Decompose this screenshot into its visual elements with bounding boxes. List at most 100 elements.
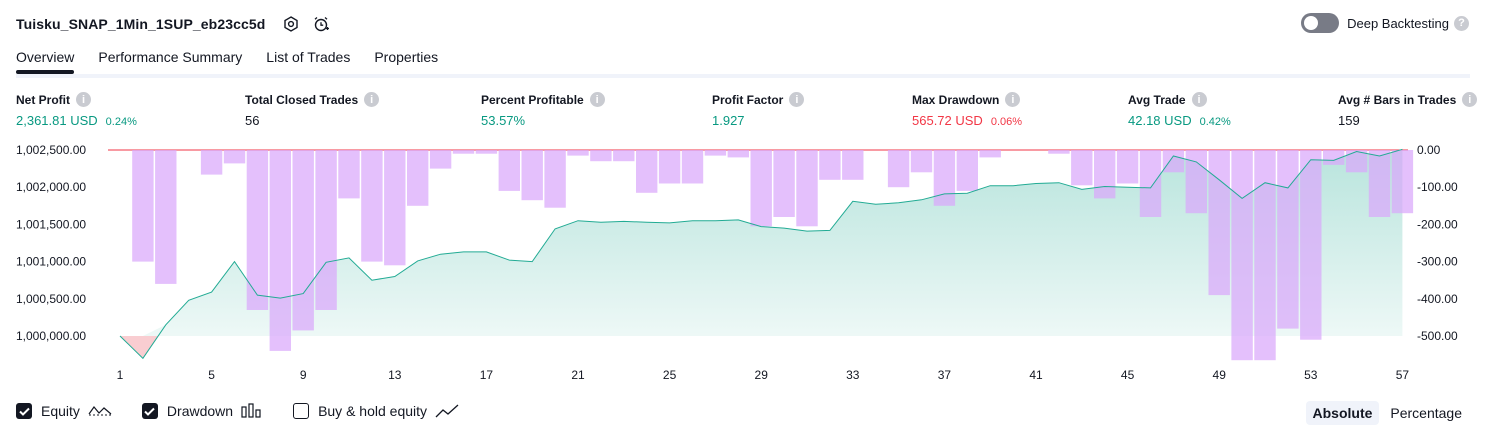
metric-percent: 0.42%	[1199, 116, 1231, 128]
tab-overview[interactable]: Overview	[16, 46, 75, 74]
drawdown-bar	[567, 150, 589, 156]
metric-avg-bars: Avg # Bars in Trades i 159	[1338, 92, 1478, 128]
info-icon[interactable]: i	[1005, 92, 1021, 107]
x-tick-label: 37	[938, 368, 952, 382]
settings-icon[interactable]	[281, 14, 301, 34]
legend-equity[interactable]: Equity	[16, 403, 112, 419]
metric-value: 2,361.81 USD	[16, 113, 98, 128]
y-right-tick-label: -500.00	[1417, 329, 1458, 343]
metric-label: Avg Trade	[1128, 92, 1186, 107]
deep-backtesting: Deep Backtesting ?	[1301, 13, 1469, 33]
tab-properties[interactable]: Properties	[374, 49, 439, 65]
metric-label: Total Closed Trades	[245, 92, 359, 107]
drawdown-bar	[521, 150, 543, 201]
info-icon[interactable]: i	[1191, 92, 1207, 107]
drawdown-bar	[910, 150, 933, 173]
metric-label: Net Profit	[16, 92, 70, 107]
equity-loss-area	[120, 336, 159, 359]
legend-drawdown-label: Drawdown	[166, 403, 234, 419]
drawdown-bar	[1071, 150, 1093, 186]
legend-drawdown[interactable]: Drawdown	[141, 403, 263, 419]
drawdown-bar	[429, 150, 452, 169]
info-icon[interactable]: i	[789, 92, 805, 107]
report-tabs: Overview Performance Summary List of Tra…	[16, 46, 1470, 78]
x-tick-label: 13	[388, 368, 402, 382]
drawdown-bar	[292, 150, 314, 331]
alarm-icon[interactable]	[311, 14, 331, 34]
percentage-button[interactable]: Percentage	[1390, 405, 1462, 421]
x-tick-label: 25	[663, 368, 677, 382]
trend-line-icon	[435, 403, 459, 419]
bar-chart-icon	[241, 403, 263, 419]
metric-total-closed-trades: Total Closed Trades i 56	[245, 92, 380, 128]
x-tick-label: 41	[1029, 368, 1043, 382]
info-icon[interactable]: i	[1462, 92, 1478, 107]
x-tick-label: 17	[480, 368, 494, 382]
help-icon[interactable]: ?	[1454, 15, 1469, 31]
tab-performance-summary[interactable]: Performance Summary	[98, 49, 243, 65]
drawdown-bar	[1254, 150, 1276, 361]
equity-checkbox[interactable]	[16, 403, 32, 419]
drawdown-bar	[407, 150, 429, 206]
y-right-tick-label: 0.00	[1417, 143, 1441, 157]
metric-avg-trade: Avg Trade i 42.18 USD 0.42%	[1128, 92, 1231, 128]
drawdown-bar	[315, 150, 337, 310]
drawdown-bar	[842, 150, 864, 180]
x-tick-label: 45	[1121, 368, 1135, 382]
drawdown-checkbox[interactable]	[141, 403, 158, 419]
metric-percent: 0.24%	[105, 116, 137, 128]
drawdown-bar	[773, 150, 795, 217]
drawdown-bar	[1231, 150, 1253, 361]
legend-buy-hold[interactable]: Buy & hold equity	[293, 403, 459, 419]
info-icon[interactable]: i	[364, 92, 380, 107]
drawdown-bar	[338, 150, 360, 199]
drawdown-bar	[1391, 150, 1414, 214]
drawdown-bar	[1139, 150, 1162, 217]
drawdown-bar	[636, 150, 658, 193]
x-tick-label: 33	[846, 368, 860, 382]
drawdown-bar	[796, 150, 818, 227]
metric-label: Max Drawdown	[912, 92, 1000, 107]
tab-list-of-trades[interactable]: List of Trades	[266, 49, 351, 65]
deep-backtesting-toggle[interactable]	[1301, 13, 1340, 33]
drawdown-bar	[750, 150, 772, 227]
equity-drawdown-chart[interactable]: 1,002,500.00 1,002,000.00 1,001,500.00 1,00…	[0, 140, 1486, 395]
x-tick-label: 49	[1213, 368, 1227, 382]
drawdown-bar	[384, 150, 406, 266]
info-icon[interactable]: i	[76, 92, 91, 107]
x-tick-label: 29	[755, 368, 769, 382]
strategy-header: Tuisku_SNAP_1Min_1SUP_eb23cc5d	[16, 12, 331, 36]
drawdown-bar	[498, 150, 520, 191]
info-icon[interactable]: i	[589, 92, 605, 107]
x-tick-label: 5	[208, 368, 215, 382]
x-tick-label: 21	[571, 368, 585, 382]
drawdown-bar	[452, 150, 475, 154]
drawdown-bar	[155, 150, 177, 284]
drawdown-bar	[1208, 150, 1230, 296]
equity-line-icon	[88, 403, 112, 419]
drawdown-bar	[1323, 150, 1345, 165]
drawdown-bar	[933, 150, 956, 206]
buy-hold-checkbox[interactable]	[293, 403, 310, 419]
drawdown-bar	[200, 150, 223, 175]
legend-equity-label: Equity	[41, 403, 80, 419]
metric-percent-profitable: Percent Profitable i 53.57%	[481, 92, 605, 128]
drawdown-bar	[956, 150, 978, 191]
drawdown-bar	[704, 150, 727, 156]
metric-percent: 0.06%	[990, 116, 1023, 128]
absolute-button[interactable]: Absolute	[1305, 401, 1380, 425]
y-left-tick-label: 1,000,000.00	[16, 329, 86, 343]
strategy-title: Tuisku_SNAP_1Min_1SUP_eb23cc5d	[16, 16, 266, 32]
drawdown-bar	[658, 150, 681, 184]
y-left-tick-label: 1,001,000.00	[16, 255, 86, 269]
equity-line	[119, 148, 1403, 360]
drawdown-bar	[1162, 150, 1185, 173]
scale-toggle: Absolute Percentage	[1302, 401, 1470, 425]
y-right-tick-label: -300.00	[1417, 255, 1458, 269]
drawdown-bar	[819, 150, 841, 180]
legend-buy-hold-label: Buy & hold equity	[318, 403, 428, 419]
drawdown-bar	[681, 150, 704, 184]
x-tick-label: 1	[117, 368, 124, 382]
drawdown-bar	[1048, 150, 1070, 154]
metric-value: 53.57%	[481, 113, 526, 128]
